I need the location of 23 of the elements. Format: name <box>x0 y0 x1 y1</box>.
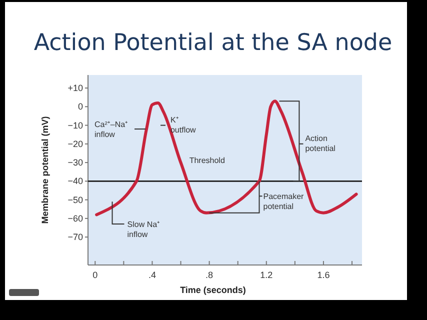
y-tick-label: −60 <box>68 213 83 224</box>
ref-line-label: Threshold <box>189 156 225 166</box>
x-axis-title: Time (seconds) <box>180 285 246 295</box>
annotation: Pacemaker potential <box>263 192 304 212</box>
x-tick-label: 1.2 <box>260 270 273 280</box>
line-series <box>95 100 358 216</box>
y-tick-label: −70 <box>68 232 83 242</box>
y-tick-label: −30 <box>68 158 83 168</box>
x-tick-label: 1.6 <box>317 270 330 280</box>
y-tick-label: −40 <box>68 176 83 186</box>
x-tick-label: .4 <box>148 270 156 280</box>
y-axis-title: Membrane potential (mV) <box>40 116 50 224</box>
x-tick-label: 0 <box>92 270 98 280</box>
annotation: Slow Na⁺ inflow <box>127 220 160 240</box>
y-tick-label: 0 <box>78 102 83 112</box>
y-tick-label: −20 <box>68 138 83 149</box>
y-tick-label: −50 <box>68 194 83 205</box>
y-tick-label: +10 <box>68 83 83 94</box>
y-tick-label: −10 <box>68 120 83 130</box>
annotation: Action potential <box>305 134 336 153</box>
chart-title: Action Potential at the SA node <box>34 30 392 56</box>
x-tick-label: .8 <box>206 270 214 280</box>
annotation: Ca²⁺–Na⁺ inflow <box>94 120 128 140</box>
